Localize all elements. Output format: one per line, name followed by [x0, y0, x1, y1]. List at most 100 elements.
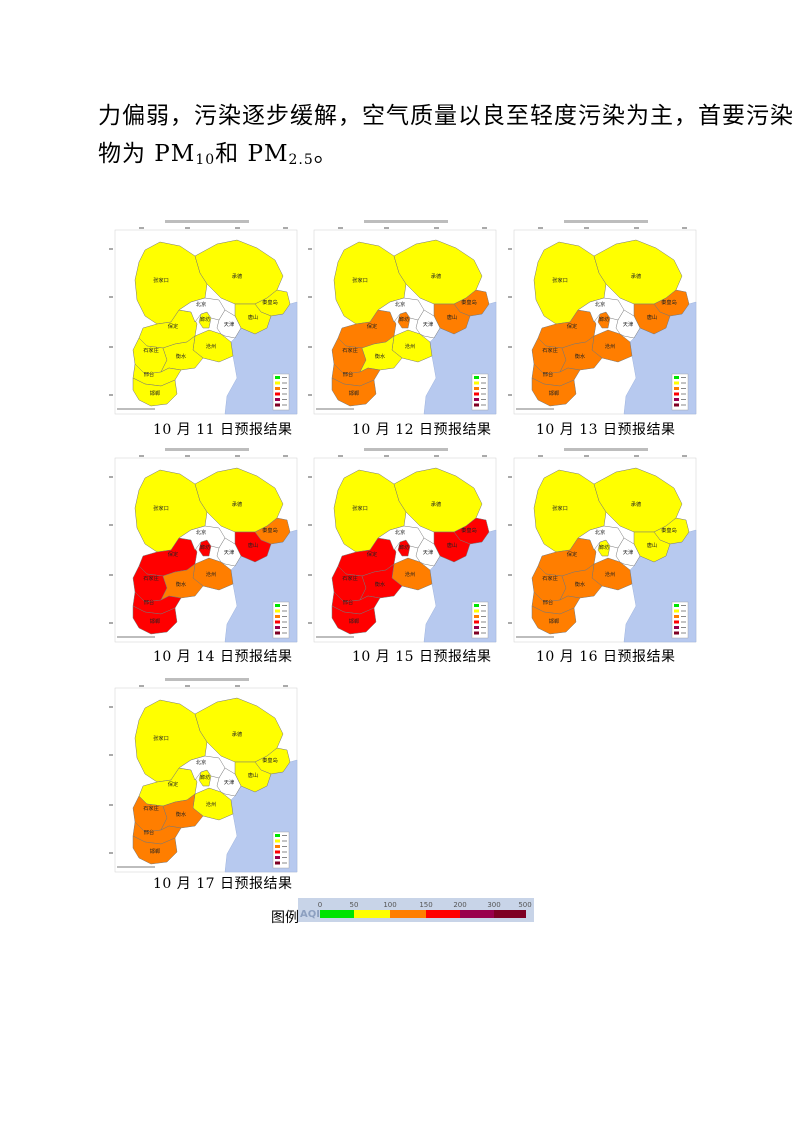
mini-legend-text-line: [282, 605, 287, 606]
mini-legend-text-line: [282, 399, 287, 400]
forecast-map-panel-5: 张家口 承德 北京 秦皇岛 唐山 天津 廊坊 保定 沧州 石家庄 衡水 邢台 邯郸: [308, 446, 497, 643]
city-label: 邢台: [543, 370, 553, 378]
legend-label: 图例: [271, 910, 299, 926]
mini-legend-text-line: [681, 610, 686, 612]
mini-legend-text-line: [481, 621, 486, 623]
city-label: 邯郸: [150, 617, 160, 625]
mini-legend-text-line: [481, 616, 486, 617]
lat-tick-mark: [109, 622, 113, 624]
city-label: 承德: [431, 272, 441, 280]
lon-tick-mark: [482, 455, 487, 457]
lat-tick-mark: [508, 296, 512, 298]
mini-legend-text-line: [282, 846, 287, 847]
mini-legend-text-line: [681, 393, 686, 395]
mini-legend-swatch-moderate: [474, 392, 479, 396]
aqi-tick-500: 500: [518, 901, 531, 909]
city-label: 衡水: [375, 580, 386, 588]
map-footnote-placeholder: [117, 866, 155, 868]
map-footnote-placeholder: [516, 636, 554, 638]
city-label: 天津: [224, 549, 234, 556]
mini-legend-swatch-light: [474, 387, 479, 390]
city-label: 廊坊: [599, 315, 609, 323]
lon-tick-mark: [283, 455, 288, 457]
mini-legend-swatch-excellent: [275, 834, 280, 837]
mini-legend-swatch-heavy: [275, 626, 280, 629]
city-label: 唐山: [447, 313, 457, 321]
region-hs: [559, 335, 603, 373]
aqi-label: AQI: [300, 909, 320, 920]
mini-legend-text-line: [282, 404, 287, 406]
mini-legend-swatch-good: [275, 381, 280, 385]
map-footnote-placeholder: [516, 408, 554, 410]
mini-legend-swatch-light: [674, 387, 679, 390]
city-label: 邢台: [144, 598, 154, 606]
map-footnote-placeholder: [316, 408, 354, 410]
city-label: 沧州: [605, 342, 615, 350]
mini-legend-swatch-excellent: [674, 376, 679, 379]
city-label: 保定: [367, 550, 377, 558]
forecast-map-panel-7: 张家口 承德 北京 秦皇岛 唐山 天津 廊坊 保定 沧州 石家庄 衡水 邢台 邯郸: [109, 676, 298, 873]
city-label: 石家庄: [143, 574, 159, 582]
city-label: 秦皇岛: [461, 298, 477, 306]
mini-legend-text-line: [481, 388, 486, 389]
map-title-placeholder: [364, 448, 448, 451]
mini-legend-swatch-moderate: [275, 850, 280, 854]
forecast-caption-4: 10 月 14 日预报结果: [153, 649, 293, 665]
city-label: 邢台: [343, 598, 353, 606]
region-hd: [132, 835, 178, 865]
city-label: 张家口: [552, 276, 568, 284]
city-label: 北京: [595, 300, 605, 308]
city-label: 保定: [567, 322, 577, 330]
city-label: 北京: [395, 300, 405, 308]
aqi-band-severe: [494, 910, 526, 918]
city-label: 秦皇岛: [262, 526, 278, 534]
lat-tick-mark: [109, 524, 113, 526]
city-label: 张家口: [352, 276, 368, 284]
city-label: 保定: [168, 780, 178, 788]
city-label: 石家庄: [342, 346, 358, 354]
lat-tick-mark: [508, 622, 512, 624]
city-label: 衡水: [176, 580, 187, 588]
city-label: 衡水: [176, 352, 187, 360]
mini-legend-text-line: [282, 627, 287, 628]
city-label: 唐山: [248, 771, 258, 779]
mini-legend-text-line: [282, 610, 287, 612]
city-label: 秦皇岛: [461, 526, 477, 534]
paragraph-line-1: 力偏弱，污染逐步缓解，空气质量以良至轻度污染为主，首要污染: [98, 103, 793, 129]
forecast-caption-2: 10 月 12 日预报结果: [352, 422, 492, 438]
city-label: 廊坊: [399, 315, 409, 323]
lon-tick-mark: [139, 455, 144, 457]
city-label: 张家口: [153, 734, 169, 742]
region-tianjin: [415, 537, 441, 567]
mini-legend-swatch-heavy: [275, 856, 280, 859]
city-label: 沧州: [605, 570, 615, 578]
region-beijing: [178, 755, 226, 781]
mini-legend-text-line: [282, 857, 287, 858]
aqi-tick-300: 300: [487, 901, 500, 909]
lon-tick-mark: [283, 685, 288, 687]
city-label: 衡水: [575, 580, 586, 588]
lat-tick-mark: [109, 574, 113, 576]
region-beijing: [577, 297, 625, 323]
region-hd: [531, 377, 577, 407]
city-label: 唐山: [647, 541, 657, 549]
lat-tick-mark: [308, 296, 312, 298]
mini-legend-swatch-moderate: [674, 620, 679, 624]
city-label: 沧州: [405, 570, 415, 578]
lon-tick-mark: [384, 455, 389, 457]
region-tianjin: [216, 767, 242, 797]
lat-tick-mark: [508, 524, 512, 526]
city-label: 石家庄: [542, 346, 558, 354]
lat-tick-mark: [109, 296, 113, 298]
mini-legend-swatch-good: [674, 381, 679, 385]
aqi-band-good: [354, 910, 390, 918]
mini-legend-text-line: [282, 835, 287, 836]
region-hd: [331, 377, 377, 407]
lat-tick-mark: [508, 574, 512, 576]
aqi-tick-0: 0: [318, 901, 322, 909]
city-label: 承德: [232, 500, 242, 508]
city-label: 廊坊: [599, 543, 609, 551]
lat-tick-mark: [109, 248, 113, 250]
